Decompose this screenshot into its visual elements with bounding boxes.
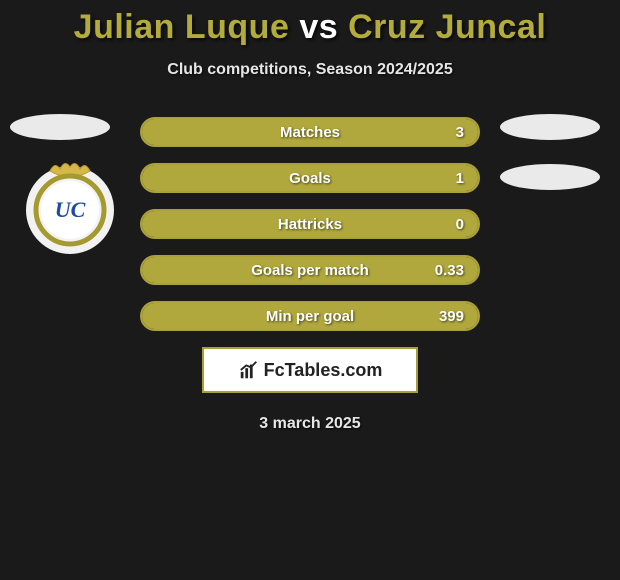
- player2-name: Cruz Juncal: [348, 8, 546, 46]
- svg-text:UC: UC: [55, 197, 86, 222]
- stat-value: 0: [456, 211, 464, 237]
- chart-icon: [238, 359, 260, 381]
- crest-icon: UC: [20, 155, 120, 255]
- stat-value: 399: [439, 303, 464, 329]
- stat-label: Min per goal: [142, 303, 478, 329]
- vs-text: vs: [299, 8, 338, 46]
- stats-area: UC Matches3 Goals1 Hattricks0 Goals per mat…: [0, 117, 620, 433]
- right-team-oval-1: [500, 114, 600, 140]
- stat-value: 3: [456, 119, 464, 145]
- stat-label: Hattricks: [142, 211, 478, 237]
- stat-row: Matches3: [140, 117, 480, 147]
- stat-label: Goals per match: [142, 257, 478, 283]
- stat-row: Goals1: [140, 163, 480, 193]
- comparison-title: Julian Luque vs Cruz Juncal: [0, 0, 620, 47]
- stat-label: Goals: [142, 165, 478, 191]
- stat-row: Min per goal399: [140, 301, 480, 331]
- stat-value: 1: [456, 165, 464, 191]
- right-team-oval-2: [500, 164, 600, 190]
- stat-label: Matches: [142, 119, 478, 145]
- brand-text: FcTables.com: [264, 360, 383, 381]
- club-crest: UC: [20, 155, 120, 255]
- date-text: 3 march 2025: [0, 415, 620, 433]
- player1-name: Julian Luque: [74, 8, 290, 46]
- subtitle: Club competitions, Season 2024/2025: [0, 61, 620, 79]
- left-team-oval: [10, 114, 110, 140]
- stat-row: Goals per match0.33: [140, 255, 480, 285]
- brand-box[interactable]: FcTables.com: [202, 347, 418, 393]
- stat-value: 0.33: [435, 257, 464, 283]
- stat-row: Hattricks0: [140, 209, 480, 239]
